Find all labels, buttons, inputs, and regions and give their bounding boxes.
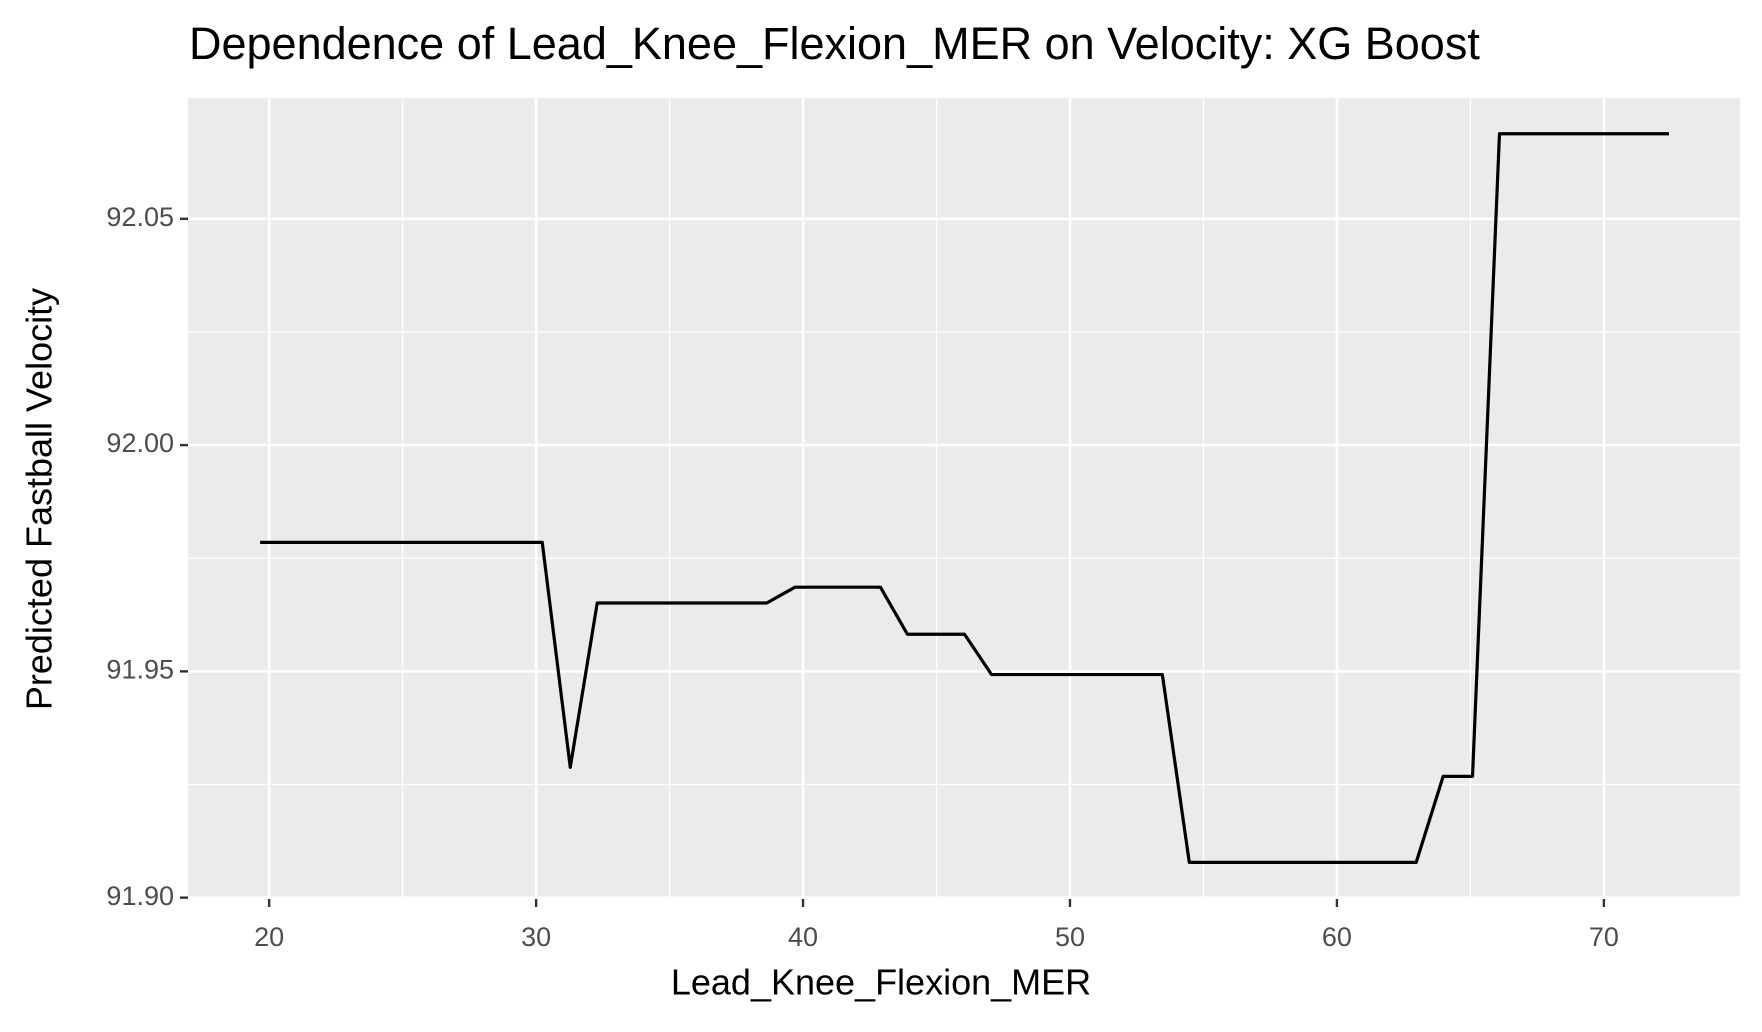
- y-tick-label: 91.90: [106, 881, 174, 911]
- x-tick-label: 40: [788, 922, 818, 952]
- y-tick-label: 92.00: [106, 428, 174, 458]
- line: [260, 132, 1669, 864]
- x-tick-label: 60: [1322, 922, 1352, 952]
- x-tick-label: 50: [1055, 922, 1085, 952]
- x-tick-label: 20: [254, 922, 284, 952]
- x-axis-title: Lead_Knee_Flexion_MER: [671, 962, 1091, 1003]
- y-axis-title: Predicted Fastball Velocity: [19, 288, 60, 710]
- panel: [188, 98, 1740, 899]
- y-tick-label: 92.05: [106, 202, 174, 232]
- y-tick-label: 91.95: [106, 654, 174, 684]
- chart-title: Dependence of Lead_Knee_Flexion_MER on V…: [189, 18, 1480, 69]
- x-tick-label: 30: [521, 922, 551, 952]
- x-tick-label: 70: [1589, 922, 1619, 952]
